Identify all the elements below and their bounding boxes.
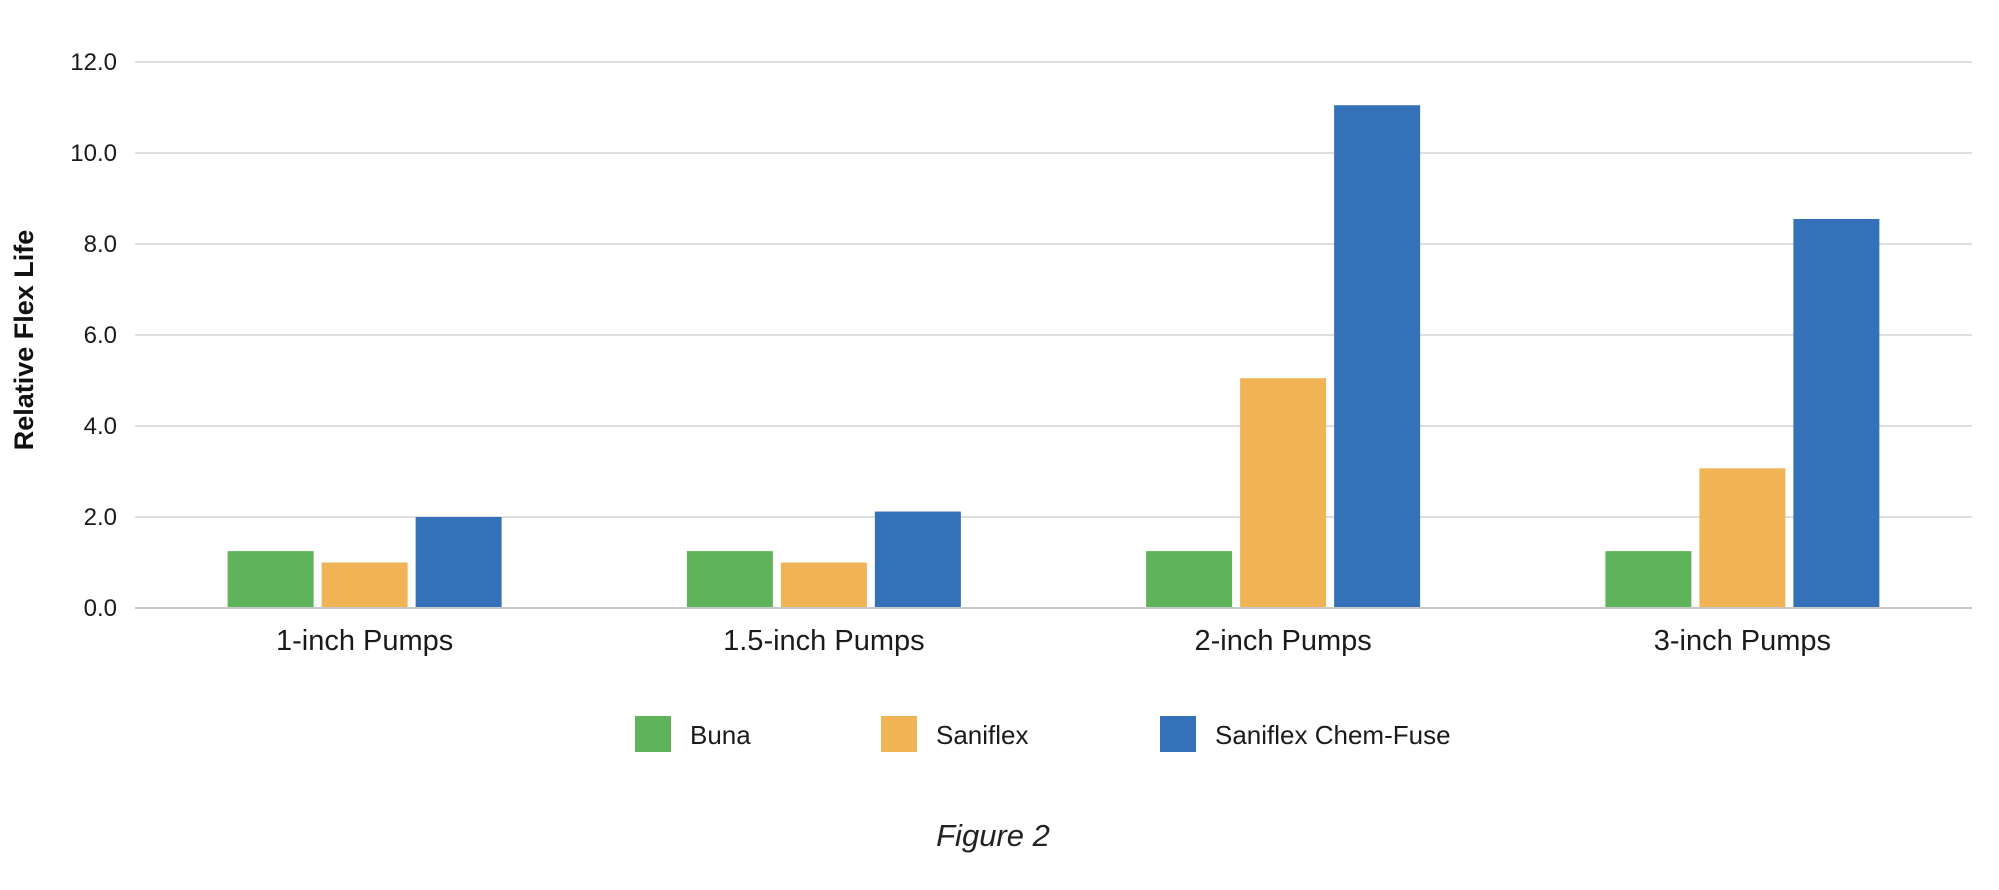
y-tick-label: 0.0	[84, 595, 117, 622]
bar-buna-2	[686, 551, 773, 608]
x-axis-categories: 1-inch Pumps 1.5-inch Pumps 2-inch Pumps 3-…	[276, 625, 1831, 657]
y-tick-label: 4.0	[84, 413, 117, 440]
y-tick-label: 6.0	[84, 322, 117, 349]
legend-label: Saniflex	[936, 720, 1029, 750]
y-tick-label: 12.0	[70, 49, 117, 76]
bar-saniflex-3	[1240, 378, 1327, 608]
y-tick-label: 8.0	[84, 231, 117, 258]
legend: Buna Saniflex Saniflex Chem-Fuse	[635, 716, 1451, 752]
x-category-label: 2-inch Pumps	[1194, 625, 1371, 657]
legend-swatch	[881, 716, 917, 752]
bar-saniflex-2	[780, 562, 867, 608]
bars	[227, 105, 1880, 608]
x-category-label: 1.5-inch Pumps	[723, 625, 925, 657]
legend-swatch	[1160, 716, 1196, 752]
legend-label: Saniflex Chem-Fuse	[1215, 720, 1451, 750]
y-tick-label: 10.0	[70, 140, 117, 167]
bar-saniflex-1	[321, 562, 408, 608]
x-category-label: 3-inch Pumps	[1654, 625, 1831, 657]
legend-swatch	[635, 716, 671, 752]
bar-saniflex-4	[1699, 468, 1786, 608]
y-axis-ticks: 0.0 2.0 4.0 6.0 8.0 10.0 12.0	[70, 49, 117, 622]
bar-buna-1	[227, 551, 314, 608]
gridlines	[135, 61, 1972, 518]
bar-saniflex-chem-fuse-1	[415, 517, 502, 608]
legend-label: Buna	[690, 720, 751, 750]
bar-saniflex-chem-fuse-2	[874, 511, 961, 608]
y-tick-label: 2.0	[84, 504, 117, 531]
figure-caption: Figure 2	[936, 818, 1050, 853]
bar-saniflex-chem-fuse-3	[1334, 105, 1421, 608]
bar-buna-4	[1605, 551, 1692, 608]
y-axis-label: Relative Flex Life	[9, 230, 39, 451]
x-category-label: 1-inch Pumps	[276, 625, 453, 657]
bar-saniflex-chem-fuse-4	[1793, 218, 1880, 608]
bar-buna-3	[1146, 551, 1233, 608]
